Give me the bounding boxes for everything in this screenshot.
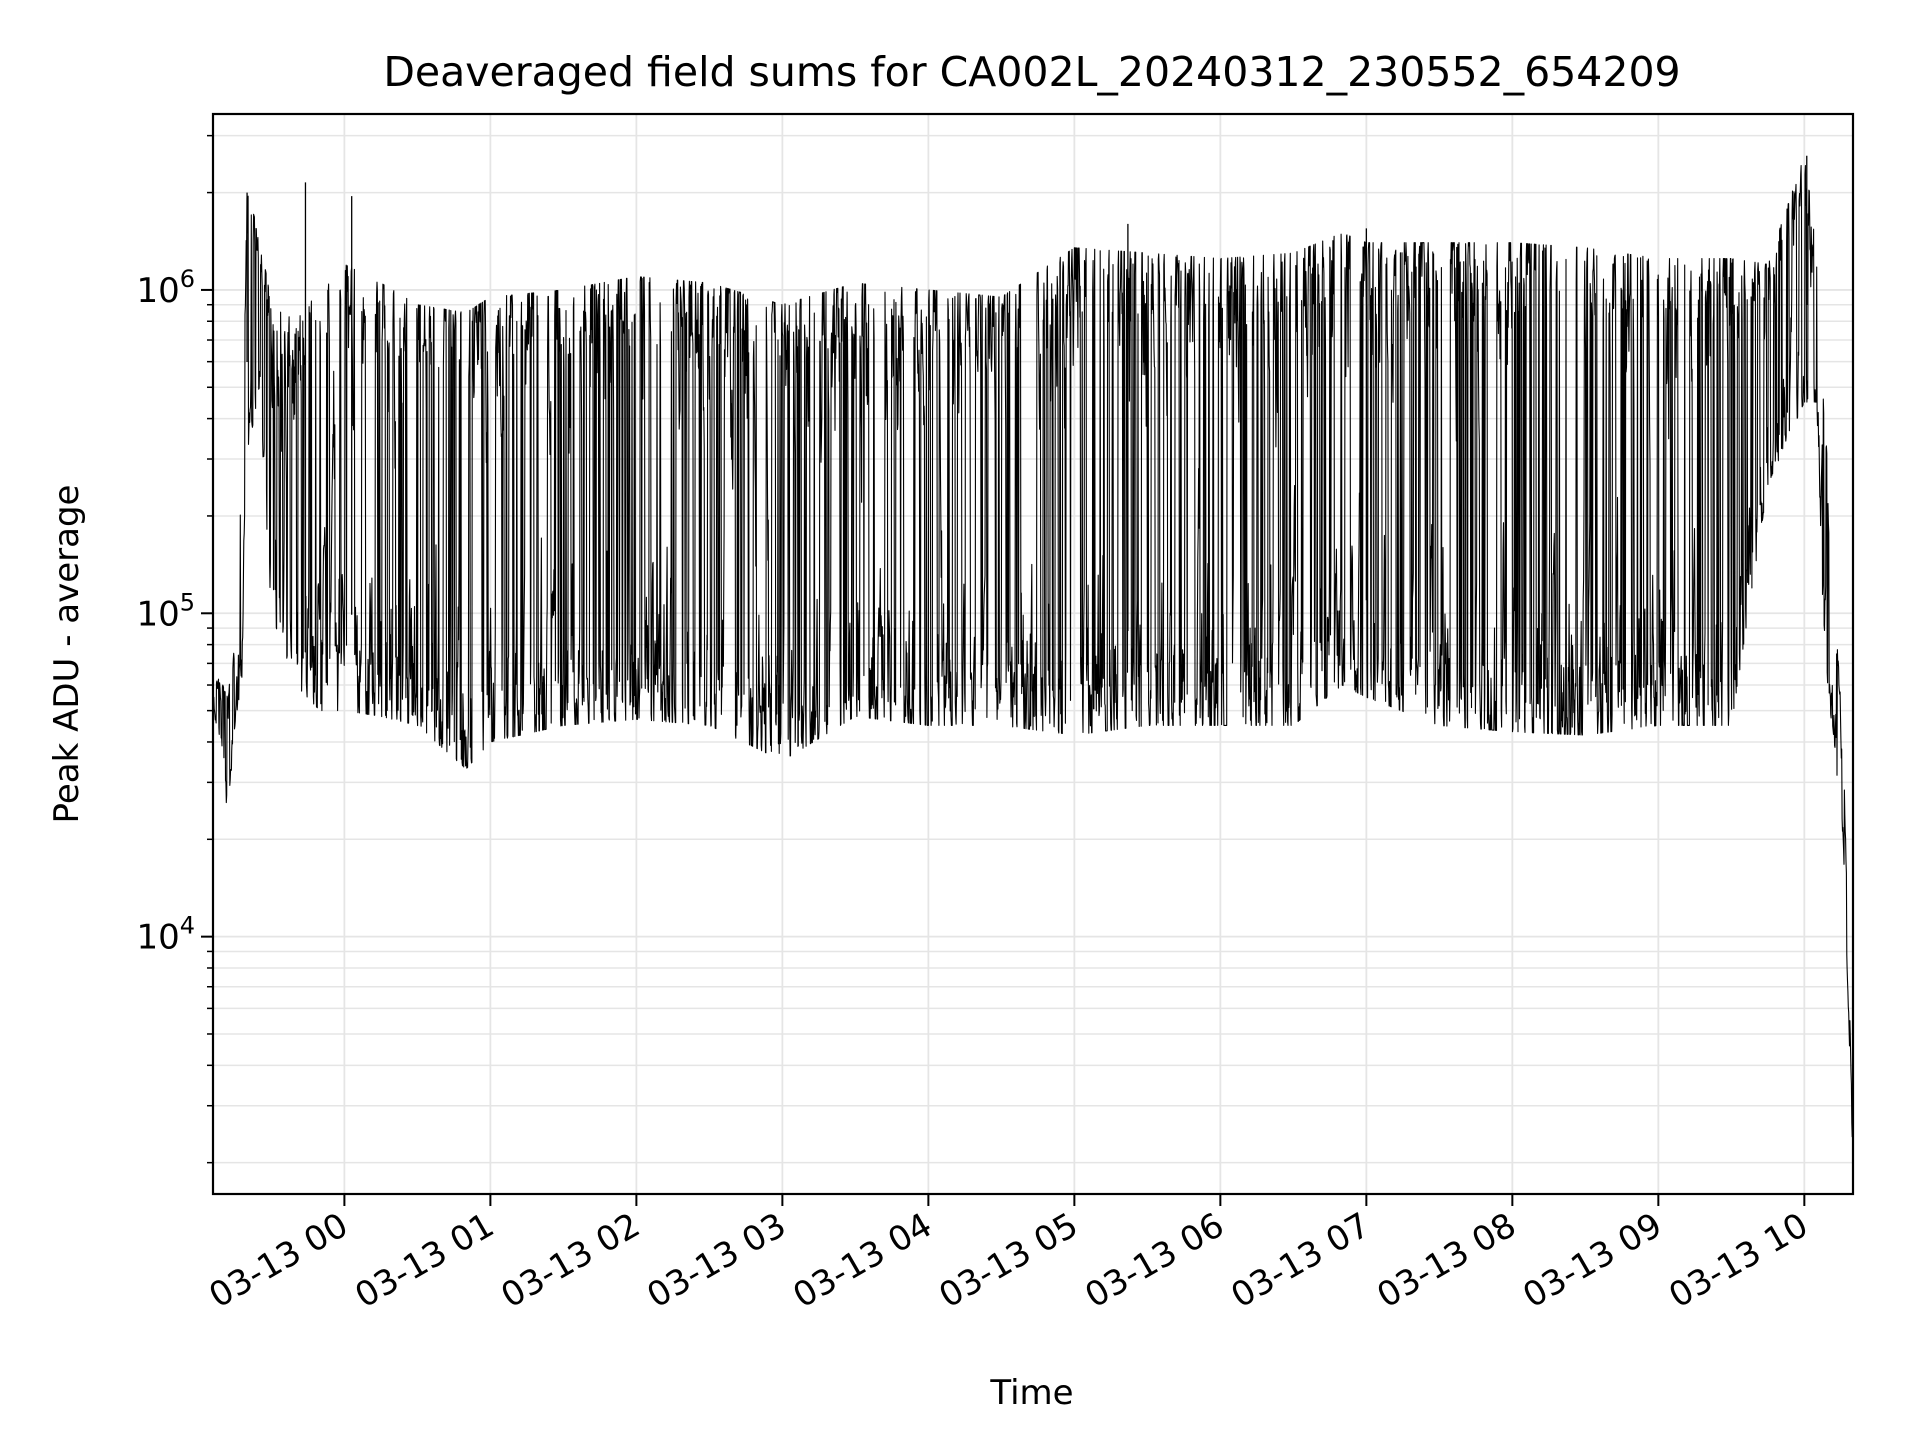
plot-frame (211, 112, 1855, 1196)
series-trace (212, 164, 1854, 1151)
y-axis-ticks: 104 105 106 (136, 134, 213, 1164)
chart-title: Deaveraged field sums for CA002L_2024031… (383, 48, 1680, 96)
y-tick-label: 106 (136, 265, 195, 311)
y-axis-label: Peak ADU - average (47, 485, 87, 824)
x-axis-label: Time (989, 1373, 1073, 1413)
series-line (212, 155, 1854, 1151)
y-tick-label: 104 (136, 912, 195, 958)
y-tick-label: 105 (136, 588, 195, 634)
